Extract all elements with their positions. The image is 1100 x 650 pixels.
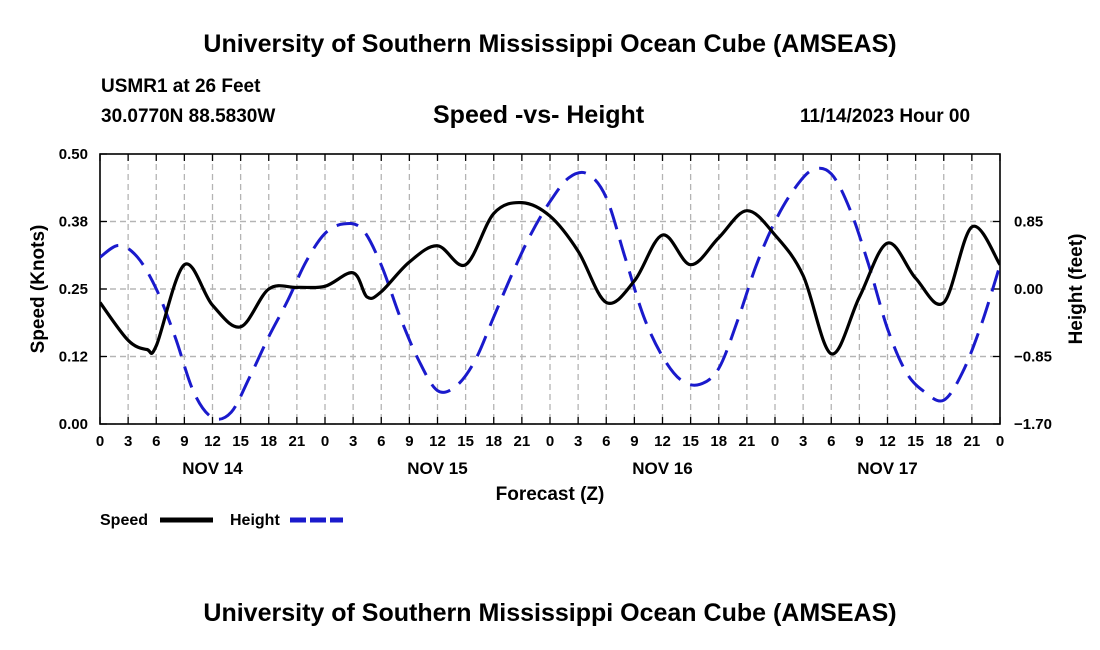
x-tick-label: 21 (289, 433, 306, 450)
x-tick-label: 3 (124, 433, 132, 450)
x-tick-label: 0 (96, 433, 104, 450)
x-axis-label: Forecast (Z) (496, 484, 605, 505)
station-coordinates: 30.0770N 88.5830W (101, 106, 276, 127)
x-tick-label: 15 (682, 433, 699, 450)
x-tick-label: 15 (457, 433, 474, 450)
x-tick-label: 0 (546, 433, 554, 450)
x-tick-label: 3 (574, 433, 582, 450)
y-tick-label-right: −1.70 (1014, 416, 1052, 433)
series-height-line (100, 166, 1000, 421)
x-tick-label: 18 (935, 433, 952, 450)
chart-title: Speed -vs- Height (433, 101, 645, 129)
x-tick-label: 21 (964, 433, 981, 450)
x-tick-label: 21 (514, 433, 531, 450)
x-tick-label: 18 (710, 433, 727, 450)
date-label: NOV 14 (182, 459, 243, 478)
y-tick-label-left: 0.00 (59, 416, 88, 433)
y-tick-label-left: 0.12 (59, 349, 88, 366)
x-tick-label: 6 (152, 433, 160, 450)
y-tick-label-right: 0.85 (1014, 214, 1043, 231)
x-tick-label: 12 (879, 433, 896, 450)
x-tick-label: 9 (855, 433, 863, 450)
x-tick-label: 3 (349, 433, 357, 450)
x-tick-label: 12 (654, 433, 671, 450)
y-tick-label-right: −0.85 (1014, 349, 1052, 366)
x-tick-label: 0 (321, 433, 329, 450)
x-tick-label: 18 (260, 433, 277, 450)
x-tick-label: 6 (602, 433, 610, 450)
x-tick-label: 0 (771, 433, 779, 450)
x-tick-label: 9 (405, 433, 413, 450)
x-tick-label: 9 (180, 433, 188, 450)
y-tick-label-left: 0.25 (59, 281, 88, 298)
x-tick-label: 12 (429, 433, 446, 450)
y-tick-label-left: 0.50 (59, 146, 88, 163)
x-tick-label: 6 (827, 433, 835, 450)
legend-label-height: Height (230, 512, 280, 529)
x-tick-label: 12 (204, 433, 221, 450)
station-label: USMR1 at 26 Feet (101, 76, 261, 97)
x-tick-label: 9 (630, 433, 638, 450)
date-label: NOV 17 (857, 459, 917, 478)
y-axis-label-left: Speed (Knots) (28, 225, 49, 354)
x-tick-label: 3 (799, 433, 807, 450)
main-title: University of Southern Mississippi Ocean… (203, 30, 897, 58)
x-tick-label: 6 (377, 433, 385, 450)
x-tick-label: 21 (739, 433, 756, 450)
y-tick-label-right: 0.00 (1014, 281, 1043, 298)
x-tick-label: 0 (996, 433, 1004, 450)
series-speed-line (100, 200, 1000, 356)
date-label: NOV 16 (632, 459, 692, 478)
x-tick-label: 18 (485, 433, 502, 450)
footer-title: University of Southern Mississippi Ocean… (203, 599, 897, 627)
x-tick-label: 15 (907, 433, 924, 450)
y-axis-label-right: Height (feet) (1066, 234, 1087, 345)
run-time: 11/14/2023 Hour 00 (800, 106, 971, 127)
date-label: NOV 15 (407, 459, 467, 478)
y-tick-label-left: 0.38 (59, 214, 88, 231)
x-tick-label: 15 (232, 433, 249, 450)
legend-label-speed: Speed (100, 512, 148, 529)
